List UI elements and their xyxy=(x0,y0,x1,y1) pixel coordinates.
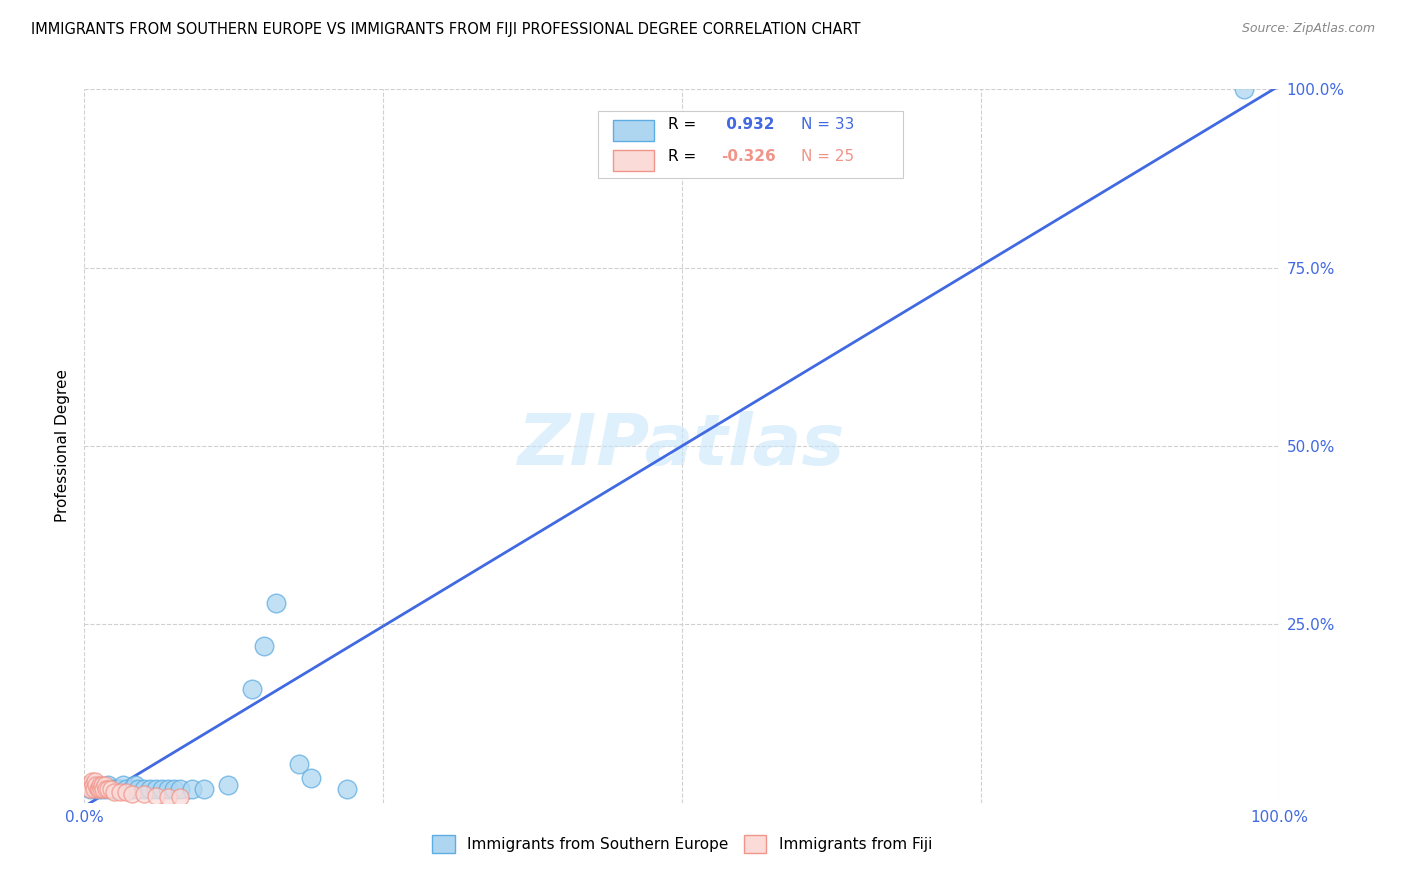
Point xyxy=(90,781,112,796)
Text: N = 33: N = 33 xyxy=(801,118,855,132)
Point xyxy=(145,781,167,796)
Point xyxy=(79,781,101,796)
Point xyxy=(89,778,111,792)
Point xyxy=(127,781,149,796)
Point xyxy=(94,781,117,796)
Point xyxy=(100,781,122,796)
Point xyxy=(91,781,114,796)
Point xyxy=(301,771,323,785)
Point xyxy=(100,781,122,796)
Text: IMMIGRANTS FROM SOUTHERN EUROPE VS IMMIGRANTS FROM FIJI PROFESSIONAL DEGREE CORR: IMMIGRANTS FROM SOUTHERN EUROPE VS IMMIG… xyxy=(31,22,860,37)
Point xyxy=(83,778,105,792)
Point xyxy=(79,781,101,796)
Point xyxy=(157,790,180,805)
Point xyxy=(86,781,108,796)
Point xyxy=(157,781,180,796)
Point xyxy=(169,781,191,796)
Point xyxy=(77,778,100,792)
Point xyxy=(103,781,125,796)
Point xyxy=(97,778,120,792)
Point xyxy=(132,781,156,796)
Point xyxy=(121,787,143,801)
Point xyxy=(217,778,239,792)
Point xyxy=(91,778,114,792)
Text: -0.326: -0.326 xyxy=(721,150,776,164)
Text: R =: R = xyxy=(668,150,700,164)
Point xyxy=(87,781,110,796)
Point xyxy=(336,781,359,796)
Point xyxy=(82,778,104,792)
Text: R =: R = xyxy=(668,118,700,132)
Text: 0.932: 0.932 xyxy=(721,118,775,132)
Point xyxy=(264,596,287,610)
Text: Source: ZipAtlas.com: Source: ZipAtlas.com xyxy=(1241,22,1375,36)
Point xyxy=(115,785,138,799)
Point xyxy=(93,778,115,792)
Point xyxy=(83,781,105,796)
Bar xyxy=(613,150,654,171)
Point xyxy=(103,785,125,799)
Point xyxy=(193,781,215,796)
Point xyxy=(121,781,143,796)
Point xyxy=(253,639,276,653)
Point xyxy=(181,781,204,796)
Point xyxy=(139,781,162,796)
Point xyxy=(111,778,134,792)
Point xyxy=(124,778,146,792)
Y-axis label: Professional Degree: Professional Degree xyxy=(55,369,70,523)
Point xyxy=(86,781,108,796)
Point xyxy=(110,785,132,799)
Text: N = 25: N = 25 xyxy=(801,150,855,164)
Point xyxy=(169,790,191,805)
Point xyxy=(94,781,117,796)
Point xyxy=(97,781,120,796)
Point xyxy=(145,789,167,803)
Point xyxy=(288,756,311,771)
Point xyxy=(132,787,156,801)
Point xyxy=(110,781,132,796)
Point xyxy=(107,781,129,796)
Text: ZIPatlas: ZIPatlas xyxy=(519,411,845,481)
Point xyxy=(86,778,108,792)
Point xyxy=(240,681,263,696)
Bar xyxy=(613,120,654,141)
FancyBboxPatch shape xyxy=(599,111,903,178)
Point xyxy=(1233,82,1256,96)
Point xyxy=(150,781,173,796)
Point xyxy=(84,774,107,789)
Point xyxy=(80,774,103,789)
Point xyxy=(87,781,110,796)
Legend: Immigrants from Southern Europe, Immigrants from Fiji: Immigrants from Southern Europe, Immigra… xyxy=(426,829,938,859)
Point xyxy=(93,781,115,796)
Point xyxy=(163,781,186,796)
Point xyxy=(115,781,138,796)
